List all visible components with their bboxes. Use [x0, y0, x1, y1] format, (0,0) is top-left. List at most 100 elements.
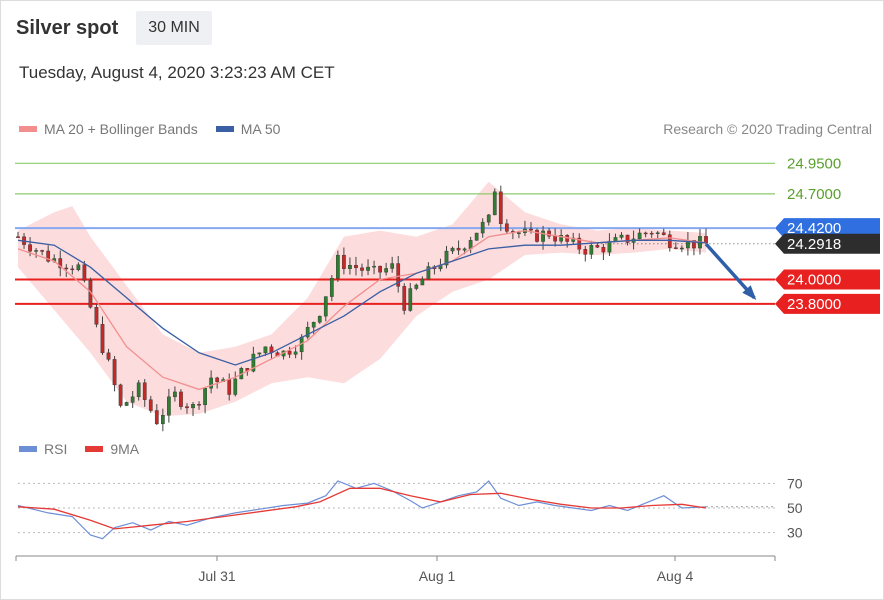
legend-rsi-ma-label: 9MA: [110, 441, 140, 457]
level-tag-pivot: [775, 218, 880, 239]
rsi-tick-label: 50: [787, 500, 803, 516]
bollinger-band: [18, 181, 706, 417]
candles-layer: [16, 185, 708, 432]
candle-body: [311, 322, 316, 328]
candle-body: [559, 235, 564, 242]
candle-body: [227, 379, 232, 395]
candle-body: [366, 266, 370, 271]
candle-body: [450, 247, 455, 252]
candle-body: [692, 240, 696, 249]
level-label-support: 24.0000: [787, 271, 841, 288]
candle-body: [28, 244, 32, 252]
candle-body: [154, 410, 159, 425]
candle-body: [179, 391, 183, 407]
candle-body: [486, 214, 491, 223]
candle-body: [257, 352, 262, 355]
level-tag-support: [775, 293, 880, 314]
candle-body: [444, 250, 449, 266]
candle-body: [420, 278, 425, 286]
level-lines-layer: [15, 162, 775, 305]
candle-body: [680, 247, 684, 250]
candle-body: [462, 248, 467, 251]
ma20-line: [17, 229, 707, 391]
candle-body: [390, 263, 395, 269]
candle-body: [263, 346, 268, 354]
candle-body: [601, 247, 606, 253]
candle-body: [136, 382, 141, 398]
candle-body: [571, 237, 576, 242]
candle-body: [317, 315, 322, 323]
header: Silver spot 30 MIN: [0, 0, 882, 58]
candle-body: [336, 254, 340, 279]
candle-body: [197, 404, 201, 406]
candle-body: [58, 258, 63, 269]
candle-body: [100, 324, 105, 354]
level-label-resistance: 24.9500: [787, 155, 841, 172]
candle-body: [82, 264, 87, 281]
candle-body: [360, 267, 364, 271]
level-label-support: 23.8000: [787, 296, 841, 313]
candle-body: [203, 388, 207, 406]
candle-body: [607, 240, 612, 253]
chart-datetime: Tuesday, August 4, 2020 3:23:23 AM CET: [19, 63, 335, 82]
legend-rsi-ma-swatch: [85, 446, 104, 452]
legend-ma20-label: MA 20 + Bollinger Bands: [44, 121, 198, 137]
candle-body: [474, 232, 479, 241]
rsi-layer: 70 50 30: [17, 475, 803, 541]
bollinger-band-layer: [18, 181, 706, 417]
forecast-arrow-head: [742, 285, 757, 300]
candle-body: [535, 229, 539, 242]
rsi-tick-label: 30: [787, 525, 803, 541]
candle-body: [661, 232, 666, 235]
candle-body: [106, 352, 111, 360]
candle-body: [589, 245, 594, 255]
candle-body: [553, 236, 557, 242]
instrument-title: Silver spot: [16, 17, 119, 39]
legend-ma20: MA 20 + Bollinger Bands: [19, 121, 198, 137]
level-label-pivot: 24.4200: [787, 220, 841, 237]
candle-body: [94, 307, 99, 325]
candle-body: [342, 254, 346, 269]
timeframe-badge[interactable]: 30 MIN: [136, 11, 212, 45]
candle-body: [185, 406, 189, 409]
candle-body: [619, 234, 624, 238]
candle-body: [215, 377, 220, 382]
candle-body: [118, 384, 123, 406]
candle-body: [583, 249, 588, 255]
candle-body: [649, 232, 654, 235]
candle-body: [480, 221, 485, 234]
rsi-line: [17, 480, 707, 540]
ma50-line: [17, 239, 707, 366]
candle-body: [625, 234, 630, 243]
candle-body: [34, 250, 38, 252]
candle-body: [329, 278, 334, 297]
candle-body: [504, 223, 509, 232]
moving-average-layer: [17, 229, 757, 391]
candle-body: [541, 230, 545, 242]
candle-body: [130, 396, 135, 403]
rsi-legend: RSI 9MA: [19, 441, 157, 457]
legend-rsi-label: RSI: [44, 441, 68, 457]
candle-body: [191, 404, 195, 409]
current-price-tag: [775, 233, 880, 254]
candle-body: [595, 245, 600, 248]
candle-body: [673, 247, 678, 249]
candle-body: [112, 359, 117, 386]
legend-ma50: MA 50: [215, 121, 280, 137]
candle-body: [547, 230, 551, 237]
x-tick-label: Jul 31: [198, 568, 236, 584]
legend-rsi-ma: 9MA: [85, 441, 139, 457]
current-price-label: 24.2918: [787, 236, 841, 253]
candle-body: [233, 378, 238, 395]
candle-body: [637, 232, 642, 240]
candle-body: [498, 191, 503, 225]
legend-ma50-swatch: [215, 126, 234, 132]
candle-body: [64, 267, 69, 270]
candle-body: [40, 250, 44, 252]
legend-rsi: RSI: [19, 441, 67, 457]
candle-body: [76, 264, 81, 271]
level-label-resistance: 24.7000: [787, 186, 841, 203]
candle-body: [372, 265, 376, 268]
candle-body: [408, 288, 413, 311]
candle-body: [167, 396, 171, 416]
